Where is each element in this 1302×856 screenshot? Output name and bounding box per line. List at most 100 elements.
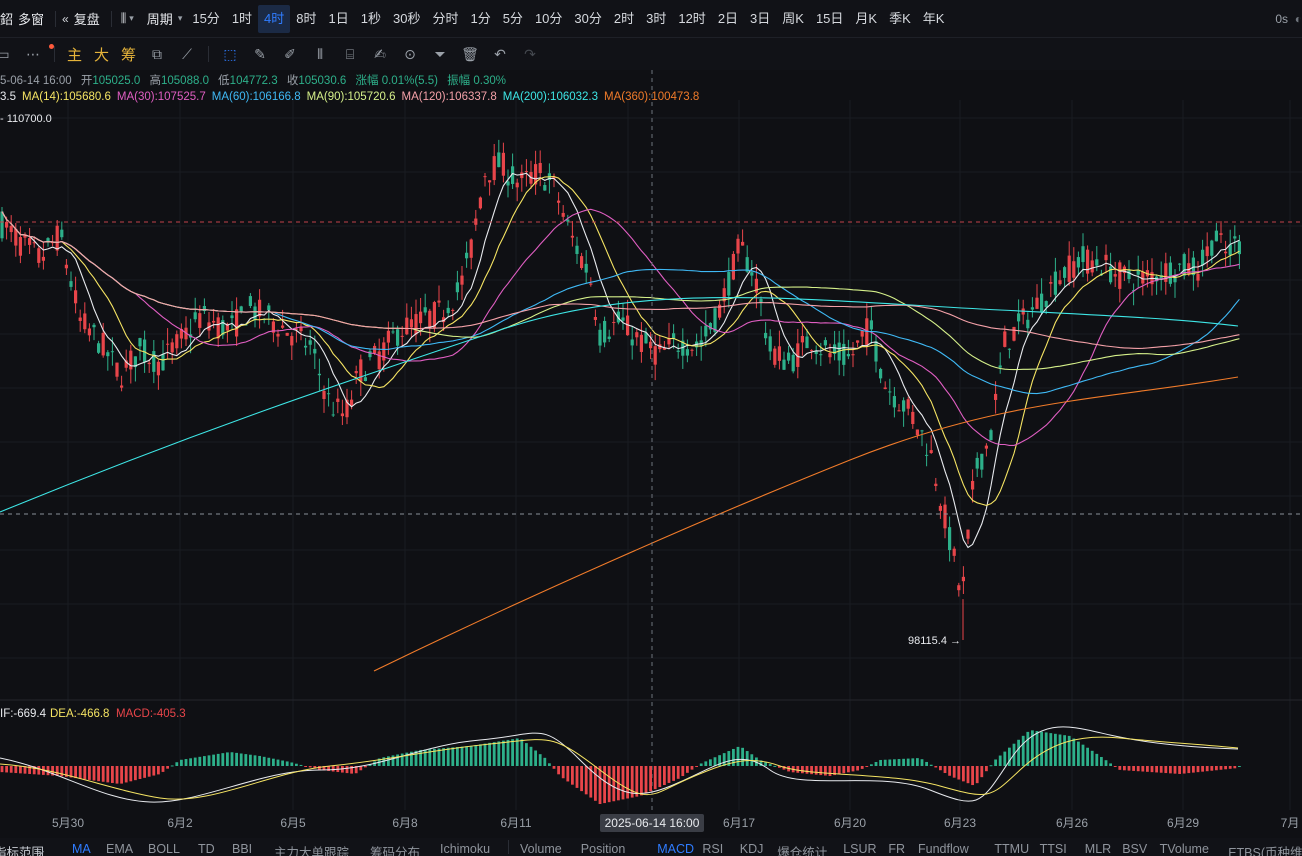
sub-indicator-1[interactable]: Position bbox=[580, 842, 626, 856]
cursor-icon[interactable]: ⬚ bbox=[223, 45, 237, 62]
period-4[interactable]: 1日 bbox=[328, 10, 349, 26]
candle-body bbox=[580, 256, 584, 269]
sub-indicator-9[interactable]: TTMU bbox=[994, 842, 1030, 856]
sub-indicator-3[interactable]: RSI bbox=[702, 842, 724, 856]
main-indicator-2[interactable]: BOLL bbox=[148, 842, 180, 856]
sub-indicator-12[interactable]: BSV bbox=[1122, 842, 1148, 856]
macd-dea-line bbox=[0, 736, 1239, 800]
period-21[interactable]: 年K bbox=[922, 10, 945, 26]
period-7[interactable]: 分时 bbox=[432, 10, 459, 26]
macd-bar bbox=[1077, 741, 1080, 766]
candle-body bbox=[948, 527, 952, 551]
sub-indicator-0[interactable]: Volume bbox=[520, 842, 562, 856]
main-indicator-3[interactable]: TD bbox=[198, 842, 215, 856]
indicator-toggle-1[interactable]: 大 bbox=[94, 46, 110, 64]
period-12[interactable]: 2时 bbox=[613, 10, 635, 26]
filter-icon[interactable]: ⏷ bbox=[434, 45, 446, 62]
sub-indicator-13[interactable]: TVolume bbox=[1159, 842, 1209, 856]
candle-body bbox=[1205, 246, 1209, 257]
candle-body bbox=[1044, 301, 1048, 308]
ruler-icon[interactable]: ⟋ bbox=[182, 45, 192, 62]
macd-bar bbox=[1017, 739, 1020, 766]
sub-indicator-5[interactable]: 爆仓统计 bbox=[777, 846, 828, 856]
candle-body bbox=[879, 368, 883, 379]
macd-bar bbox=[23, 766, 27, 774]
candle-body bbox=[653, 346, 657, 365]
main-indicator-4[interactable]: BBI bbox=[232, 842, 253, 856]
period-0[interactable]: 15分 bbox=[192, 10, 220, 26]
sub-indicator-6[interactable]: LSUR bbox=[843, 842, 877, 856]
indicator-settings-icon[interactable]: ⧉ bbox=[152, 45, 163, 62]
price-chart[interactable]: - 110700.0 98115.4 → IF:-669.4 DEA:-466.8 MA… bbox=[0, 70, 1302, 838]
layout-icon[interactable]: ▭ bbox=[0, 45, 10, 62]
main-indicator-1[interactable]: EMA bbox=[106, 842, 134, 856]
period-20[interactable]: 季K bbox=[889, 10, 911, 26]
sub-indicator-8[interactable]: Fundflow bbox=[918, 842, 969, 856]
redo-icon[interactable]: ↷ bbox=[524, 45, 536, 62]
sub-indicator-2[interactable]: MACD bbox=[657, 842, 694, 856]
magnet-icon[interactable]: ⊙ bbox=[404, 45, 416, 62]
pattern-icon[interactable]: ⫴ bbox=[317, 45, 323, 62]
candle-body bbox=[156, 361, 160, 376]
period-label[interactable]: 周期 bbox=[146, 12, 173, 27]
candle-body bbox=[69, 281, 73, 287]
candle-body bbox=[60, 229, 64, 238]
indicator-toggle-2[interactable]: 筹 bbox=[121, 46, 137, 64]
indicator-range-label[interactable]: 指标范围 bbox=[0, 846, 45, 856]
sub-indicator-4[interactable]: KDJ bbox=[739, 842, 764, 856]
macd-bar bbox=[824, 766, 827, 776]
ma-legend-1: MA(14):105680.6 bbox=[22, 91, 111, 103]
candle-body bbox=[842, 343, 846, 365]
macd-bar bbox=[1155, 766, 1158, 773]
period-17[interactable]: 周K bbox=[782, 10, 804, 26]
period-11[interactable]: 30分 bbox=[574, 10, 602, 26]
period-3[interactable]: 8时 bbox=[296, 10, 317, 26]
period-16[interactable]: 3日 bbox=[750, 10, 771, 26]
sub-indicator-7[interactable]: FR bbox=[888, 842, 906, 856]
macd-bar bbox=[359, 766, 363, 771]
indicator-toggle-0[interactable]: 主 bbox=[67, 46, 83, 64]
main-indicator-6[interactable]: 筹码分布 bbox=[370, 846, 421, 856]
period-19[interactable]: 月K bbox=[855, 10, 878, 26]
period-18[interactable]: 15日 bbox=[815, 10, 844, 26]
macd-bar bbox=[387, 756, 390, 766]
sub-indicator-10[interactable]: TTSI bbox=[1039, 842, 1067, 856]
period-9[interactable]: 5分 bbox=[502, 10, 523, 26]
period-8[interactable]: 1分 bbox=[470, 10, 491, 26]
more-icon[interactable]: ⋯ bbox=[26, 45, 40, 62]
sub-indicator-11[interactable]: MLR bbox=[1084, 842, 1112, 856]
candle-body bbox=[267, 305, 271, 311]
macd-bar bbox=[147, 766, 151, 777]
macd-bar bbox=[1031, 730, 1034, 766]
period-14[interactable]: 12时 bbox=[678, 10, 706, 26]
period-10[interactable]: 10分 bbox=[534, 10, 563, 26]
chevron-down-icon[interactable]: ▾ bbox=[129, 13, 134, 23]
restore-button[interactable]: 复盘 bbox=[73, 12, 100, 27]
period-6[interactable]: 30秒 bbox=[392, 10, 421, 26]
main-indicator-7[interactable]: Ichimoku bbox=[440, 842, 491, 856]
brush-icon[interactable]: ✐ bbox=[284, 45, 296, 62]
candle-type-icon[interactable]: ⫼ bbox=[120, 11, 127, 25]
multi-window-button[interactable]: 多窗 bbox=[18, 12, 45, 27]
period-2[interactable]: 4时 bbox=[258, 4, 291, 33]
pencil-icon[interactable]: ✎ bbox=[254, 45, 266, 62]
candle-body bbox=[350, 399, 354, 406]
trash-icon[interactable]: 🗑 bbox=[461, 45, 479, 62]
main-indicator-0[interactable]: MA bbox=[72, 842, 91, 856]
undo-icon[interactable]: ↶ bbox=[494, 45, 506, 62]
measure-icon[interactable]: ⌸ bbox=[345, 45, 355, 62]
chevron-down-icon[interactable]: ⌄ bbox=[36, 843, 47, 856]
candle-body bbox=[819, 354, 823, 356]
candle-body bbox=[396, 329, 400, 346]
candle-body bbox=[796, 343, 800, 367]
main-indicator-5[interactable]: 主力大单跟踪 bbox=[274, 846, 350, 856]
period-5[interactable]: 1秒 bbox=[360, 10, 381, 26]
period-13[interactable]: 3时 bbox=[646, 10, 667, 26]
period-1[interactable]: 1时 bbox=[231, 10, 253, 26]
period-15[interactable]: 2日 bbox=[717, 10, 739, 26]
sub-indicator-14[interactable]: ETBS(币种维度) bbox=[1228, 846, 1302, 856]
crosshair-label-bg bbox=[600, 814, 704, 832]
camera-icon[interactable]: ◐ bbox=[1294, 12, 1302, 26]
chevron-down-icon[interactable]: ▾ bbox=[177, 13, 183, 23]
note-icon[interactable]: ✍ bbox=[374, 45, 386, 62]
